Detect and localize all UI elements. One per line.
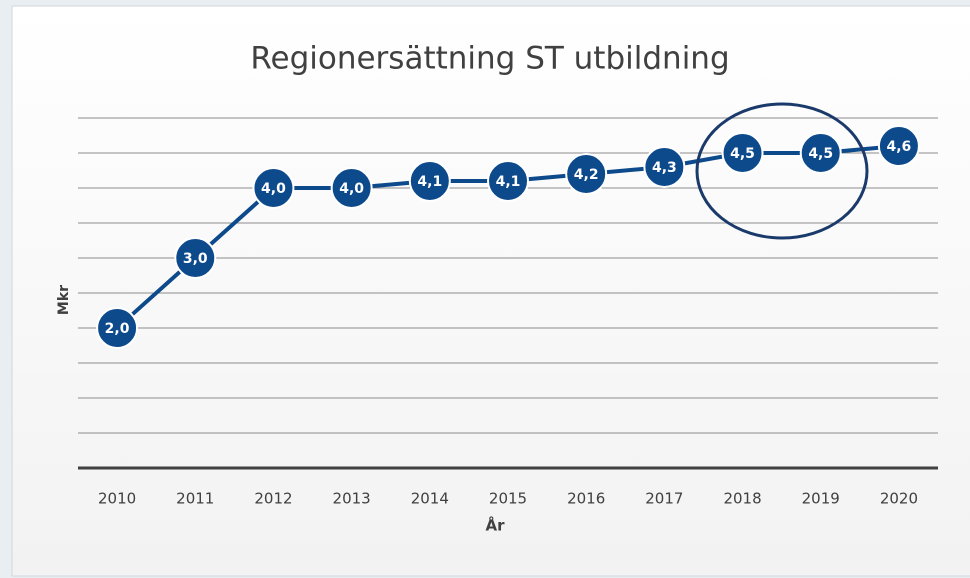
x-tick-label: 2018 [723,490,761,508]
highlight-ellipse [695,102,869,240]
data-label: 4,3 [652,160,677,176]
marker [877,125,920,167]
x-tick-label: 2015 [489,490,527,508]
data-label: 4,1 [417,174,442,190]
x-tick-label: 2019 [802,490,840,508]
marker [330,167,373,209]
marker [799,132,842,174]
data-label: 4,1 [496,174,521,190]
x-tick-label: 2016 [567,490,605,508]
marker [252,167,295,209]
marker [96,307,139,349]
x-tick-label: 2014 [411,490,449,508]
marker [408,160,451,202]
x-tick-label: 2011 [176,490,214,508]
data-label: 4,2 [574,167,599,183]
x-tick-label: 2020 [880,490,918,508]
x-tick-label: 2012 [254,490,292,508]
x-tick-label: 2013 [333,490,371,508]
chart-title: Regionersättning ST utbildning [250,41,729,77]
marker [174,237,217,279]
data-label: 4,0 [261,181,286,197]
marker [721,132,764,174]
marker [565,153,608,195]
data-label: 4,0 [339,181,364,197]
data-label: 4,6 [887,139,912,155]
y-axis-label: Mkr [56,285,72,315]
marker [643,146,686,188]
data-label: 2,0 [105,321,130,337]
data-label: 4,5 [808,146,833,162]
data-label: 4,5 [730,146,755,162]
marker [487,160,529,202]
chart-area [11,5,970,577]
plot: 2010 2011 2012 2013 2014 2015 2016 2017 2018 2019… [96,125,920,508]
data-label: 3,0 [183,251,208,267]
x-axis-label: År [485,516,505,535]
x-tick-label: 2017 [645,490,683,508]
x-tick-label: 2010 [98,490,136,508]
